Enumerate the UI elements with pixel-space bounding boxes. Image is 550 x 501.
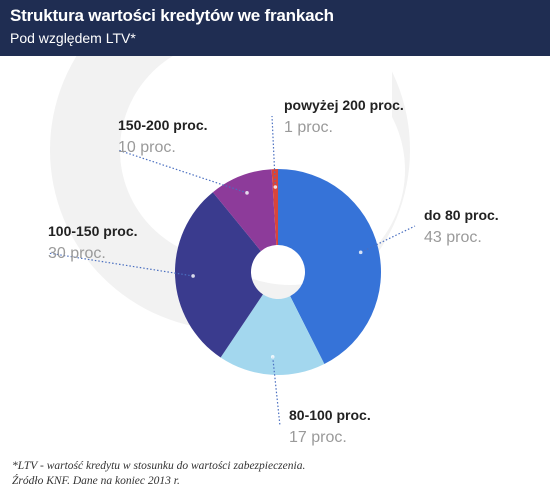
footnote: *LTV - wartość kredytu w stosunku do war… <box>12 459 305 489</box>
slice-label-4: 150-200 proc. <box>118 117 208 133</box>
chart-subtitle: Pod względem LTV* <box>10 30 136 46</box>
slice-label-5: powyżej 200 proc. <box>284 97 404 113</box>
leader-dot-3 <box>191 274 195 278</box>
pie-slice-4 <box>212 169 277 252</box>
slice-label-1: do 80 proc. <box>424 207 499 223</box>
pie-slices <box>175 169 381 376</box>
slice-label-3: 100-150 proc. <box>48 223 138 239</box>
slice-label-2: 80-100 proc. <box>289 407 371 423</box>
leader-dot-5 <box>273 185 278 189</box>
chart-header: Struktura wartości kredytów we frankach … <box>0 0 550 56</box>
pie-chart: do 80 proc. 43 proc. 80-100 proc. 17 proc. 1… <box>47 56 499 446</box>
pie-slice-3 <box>175 192 263 358</box>
leader-line-4 <box>117 149 248 194</box>
footnote-definition: *LTV - wartość kredytu w stosunku do war… <box>12 460 306 472</box>
leader-dot-2 <box>270 355 275 359</box>
slice-value-3: 30 proc. <box>48 245 106 262</box>
footnote-source: Źródło KNF. Dane na koniec 2013 r. <box>12 475 180 487</box>
pie-slice-2 <box>220 294 325 376</box>
leader-line-1 <box>360 225 416 253</box>
leader-line-5 <box>271 115 276 188</box>
slice-value-1: 43 proc. <box>424 229 482 246</box>
leader-lines <box>47 115 416 427</box>
slice-value-5: 1 proc. <box>284 119 333 136</box>
slice-labels: do 80 proc. 43 proc. 80-100 proc. 17 proc. 1… <box>48 97 499 446</box>
chart-title: Struktura wartości kredytów we frankach <box>10 6 334 25</box>
leader-dot-4 <box>245 191 249 195</box>
leader-dot-1 <box>358 250 363 255</box>
slice-value-2: 17 proc. <box>289 429 347 446</box>
slice-value-4: 10 proc. <box>118 139 176 156</box>
pie-slice-1 <box>278 169 381 364</box>
leader-line-2 <box>272 356 281 427</box>
